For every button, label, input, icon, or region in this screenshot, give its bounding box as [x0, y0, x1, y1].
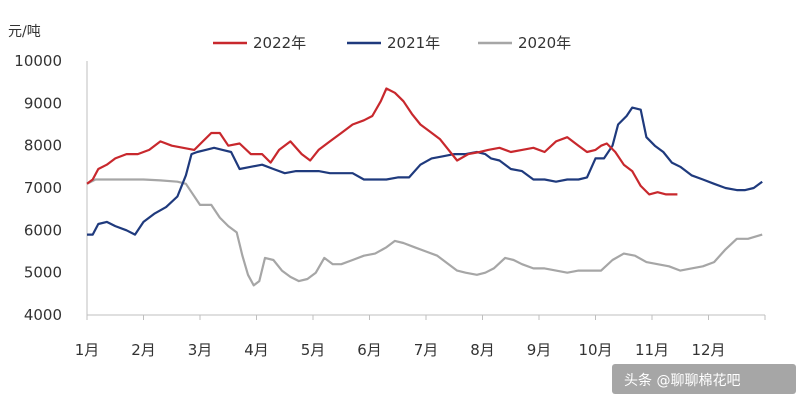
y-axis-ticks: 10000 9000 8000 7000 6000 5000 4000	[14, 52, 62, 324]
x-tick-label: 6月	[357, 341, 382, 359]
y-tick-label: 5000	[24, 264, 62, 282]
legend-label-2: 2020年	[518, 34, 571, 52]
x-tick-label: 4月	[244, 341, 269, 359]
x-tick-label: 1月	[75, 341, 100, 359]
x-axis-ticks: 1月 2月 3月 4月 5月 6月 7月 8月 9月 10月 11月 12月	[75, 315, 766, 359]
x-tick-label: 11月	[635, 341, 669, 359]
series-line-0	[86, 87, 678, 196]
watermark-text: 头条 @聊聊棉花吧	[624, 372, 740, 389]
x-tick-label: 8月	[470, 341, 495, 359]
watermark: 头条 @聊聊棉花吧	[612, 364, 796, 394]
x-tick-label: 10月	[578, 341, 612, 359]
y-tick-label: 6000	[24, 221, 62, 239]
y-tick-label: 10000	[14, 52, 62, 70]
x-tick-label: 2月	[131, 341, 156, 359]
series-line-2	[86, 178, 763, 287]
y-tick-label: 8000	[24, 137, 62, 155]
series-line-1	[87, 106, 763, 236]
legend: 2022年 2021年 2020年	[213, 34, 571, 52]
y-axis-unit: 元/吨	[8, 24, 41, 40]
y-tick-label: 4000	[24, 306, 62, 324]
series-lines	[86, 87, 763, 287]
legend-label-1: 2021年	[387, 34, 440, 52]
x-tick-label: 7月	[414, 341, 439, 359]
x-tick-label: 3月	[188, 341, 213, 359]
legend-label-0: 2022年	[253, 34, 306, 52]
x-tick-label: 9月	[527, 341, 552, 359]
y-tick-label: 7000	[24, 179, 62, 197]
x-tick-label: 5月	[301, 341, 326, 359]
x-tick-label: 12月	[691, 341, 725, 359]
y-tick-label: 9000	[24, 94, 62, 112]
